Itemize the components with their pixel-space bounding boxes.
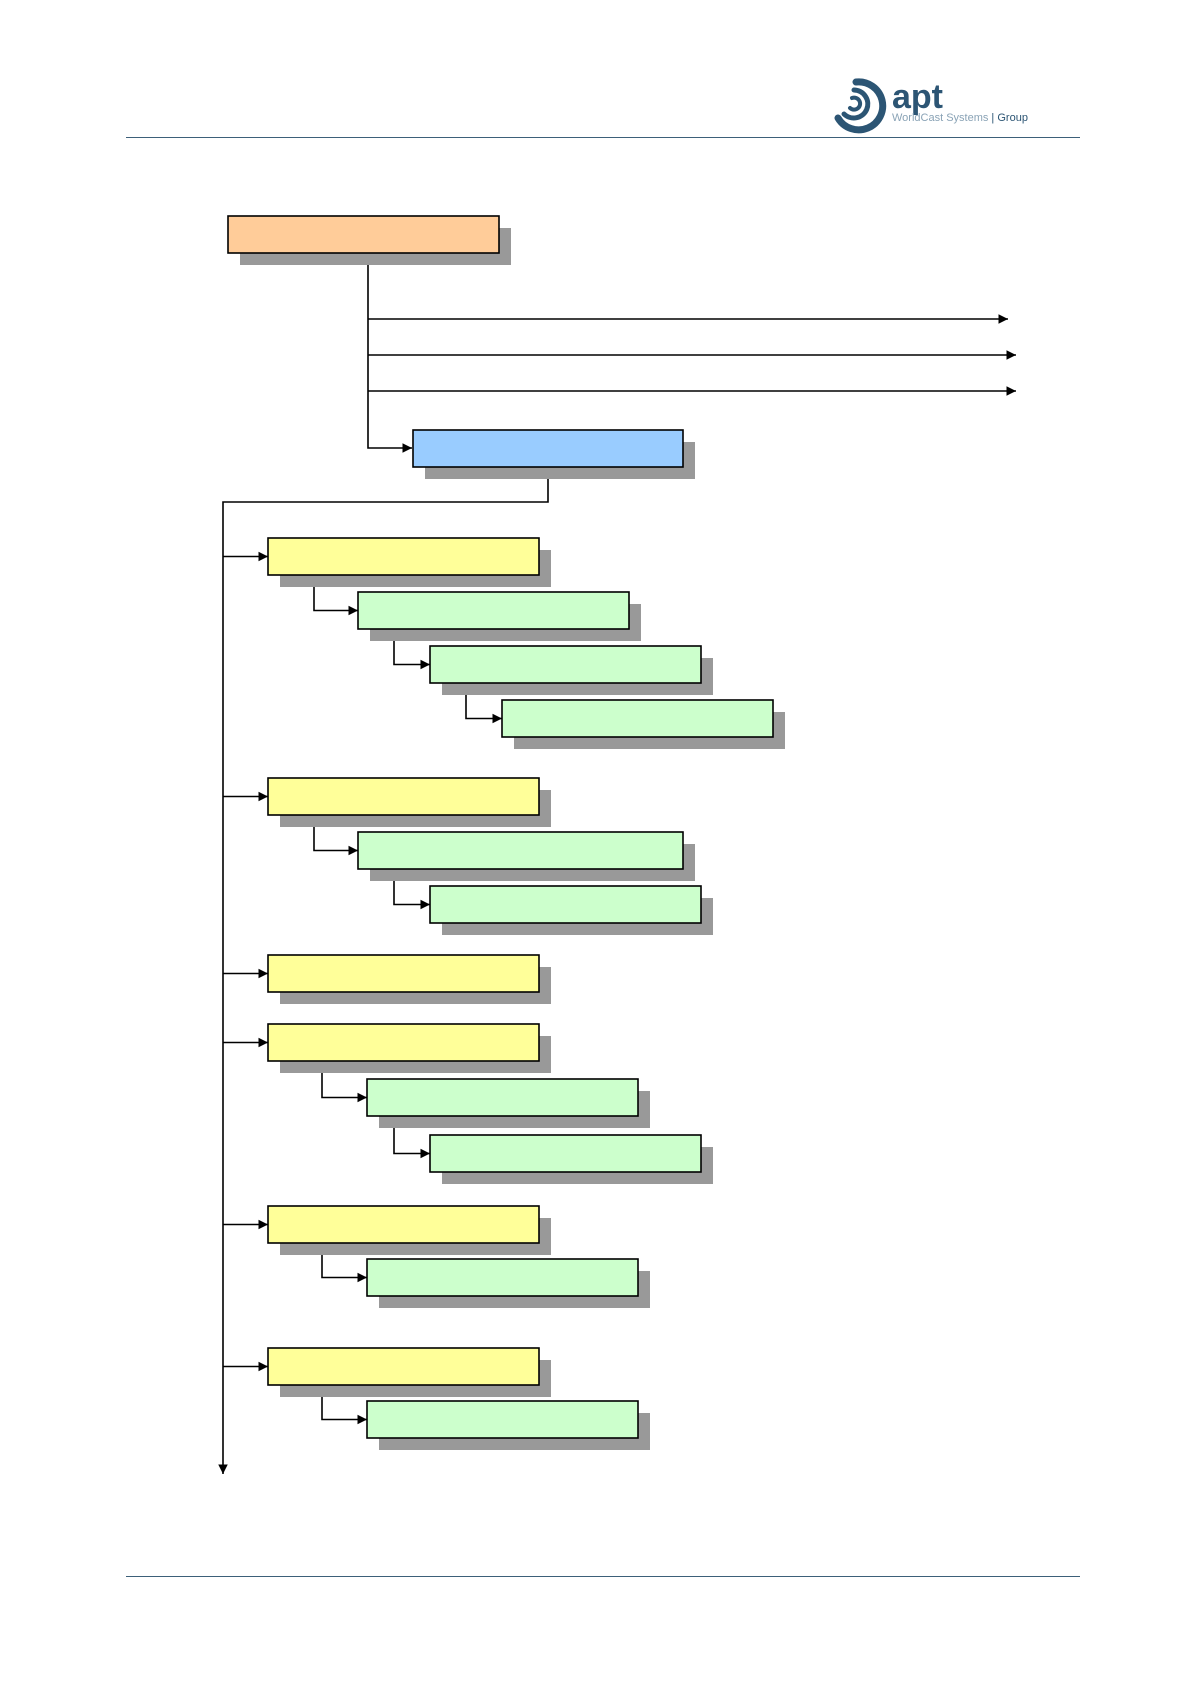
group-1-level-4-node-box	[501, 699, 774, 738]
group-3-node	[267, 954, 551, 1004]
group-1-level-2-node	[357, 591, 641, 641]
group-4-level-2-node-box	[366, 1078, 639, 1117]
connector-lines	[218, 253, 1016, 1474]
logo-tagline-left: WorldCast Systems	[892, 112, 989, 124]
group-5-node	[267, 1205, 551, 1255]
header-rule	[126, 137, 1080, 138]
group-2-level-3-node	[429, 885, 713, 935]
trunk-line	[218, 467, 549, 1474]
group-4-level-3-node-box	[429, 1134, 702, 1173]
group-4-node-box	[267, 1023, 540, 1062]
group-6-node	[267, 1347, 551, 1397]
group-3-node-box	[267, 954, 540, 993]
apt-logo: apt WorldCast Systems | Group	[834, 78, 1028, 134]
group-2-node	[267, 777, 551, 827]
group-1-node-box	[267, 537, 540, 576]
group-1-level-3-node	[429, 645, 713, 695]
group-4-level-2-connector	[321, 1061, 367, 1103]
hub-node-box	[412, 429, 684, 468]
group-5-level-2-node	[366, 1258, 650, 1308]
group-2-level-2-node-box	[357, 831, 684, 870]
group-4-level-2-node	[366, 1078, 650, 1128]
group-4-level-3-node	[429, 1134, 713, 1184]
group-2-level-3-node-box	[429, 885, 702, 924]
group-4-level-3-connector	[393, 1116, 430, 1159]
signal-waves-icon	[834, 78, 887, 134]
group-2-level-2-node	[357, 831, 695, 881]
logo-tagline-right: Group	[997, 112, 1028, 124]
group-1-level-2-node-box	[357, 591, 630, 630]
logo-tagline: WorldCast Systems | Group	[892, 112, 1028, 124]
root-node	[227, 215, 511, 265]
logo-word: apt	[892, 78, 943, 116]
group-4-node	[267, 1023, 551, 1073]
group-1-level-4-node	[501, 699, 785, 749]
group-6-level-2-node	[366, 1400, 650, 1450]
root-to-hub-connector	[367, 253, 412, 453]
group-2-node-box	[267, 777, 540, 816]
diagram-nodes	[227, 215, 785, 1450]
root-node-box	[227, 215, 500, 254]
group-5-node-box	[267, 1205, 540, 1244]
hub-node	[412, 429, 695, 479]
group-6-level-2-node-box	[366, 1400, 639, 1439]
group-1-node	[267, 537, 551, 587]
footer-rule	[126, 1576, 1080, 1577]
group-6-node-box	[267, 1347, 540, 1386]
group-5-level-2-node-box	[366, 1258, 639, 1297]
group-1-level-3-node-box	[429, 645, 702, 684]
